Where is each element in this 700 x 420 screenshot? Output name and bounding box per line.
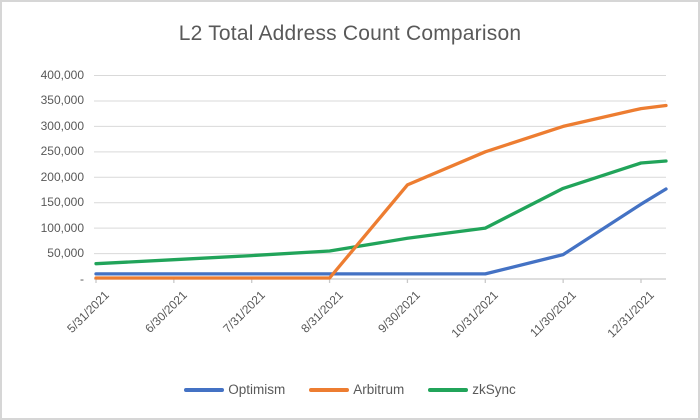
y-tick-label: 300,000 <box>40 118 84 133</box>
y-tick-label: 50,000 <box>47 246 84 261</box>
legend-line-swatch <box>184 387 225 393</box>
y-tick-label: 350,000 <box>40 93 84 108</box>
legend-label: Arbitrum <box>353 382 405 397</box>
chart-title: L2 Total Address Count Comparison <box>178 22 522 45</box>
legend: Optimism Arbitrum zkSync <box>2 382 698 398</box>
series-line-optimism <box>94 187 668 276</box>
legend-line-swatch <box>309 387 350 393</box>
y-tick-label: 200,000 <box>40 169 84 184</box>
y-tick-label: 100,000 <box>40 220 84 235</box>
y-tick-label: - <box>80 271 84 286</box>
series-line-zksync <box>94 159 668 266</box>
legend-label: Optimism <box>228 382 286 397</box>
legend-label: zkSync <box>472 382 516 397</box>
legend-line-swatch <box>428 387 469 393</box>
y-tick-label: 250,000 <box>40 144 84 159</box>
y-tick-label: 150,000 <box>40 195 84 210</box>
y-tick-label: 400,000 <box>40 68 84 82</box>
legend-item-zksync: zkSync <box>428 382 516 398</box>
legend-item-arbitrum: Arbitrum <box>309 382 404 398</box>
series-line-arbitrum <box>94 103 668 280</box>
legend-item-optimism: Optimism <box>184 382 285 398</box>
